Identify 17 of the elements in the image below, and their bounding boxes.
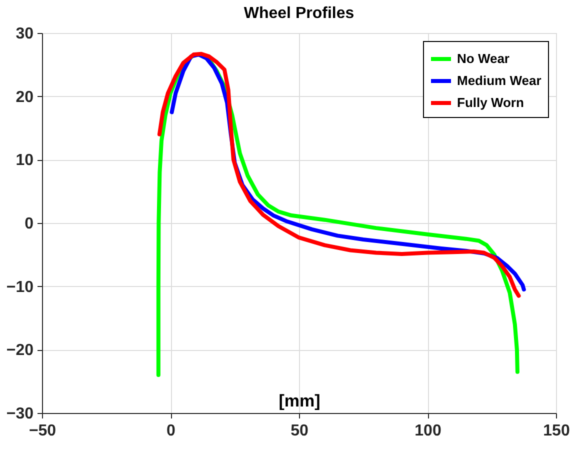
chart-title: Wheel Profiles [244,5,354,22]
y-tick-label: −10 [6,278,34,296]
legend-label: No Wear [457,51,510,66]
x-tick-label: 100 [414,422,442,440]
x-tick-label: 50 [290,422,308,440]
y-tick-label: −30 [6,406,34,422]
x-tick-label: 0 [166,422,176,440]
x-tick-label: 150 [543,422,570,440]
y-tick-label: 0 [24,216,34,232]
x-axis-title: [mm] [278,392,320,410]
x-tick-label: −50 [28,422,56,440]
legend-label: Fully Worn [457,95,524,110]
y-tick-label: −20 [6,342,34,360]
legend-label: Medium Wear [457,73,542,88]
y-tick-label: 20 [16,88,34,106]
y-tick-label: 10 [16,152,34,170]
y-tick-label: 30 [16,26,34,42]
